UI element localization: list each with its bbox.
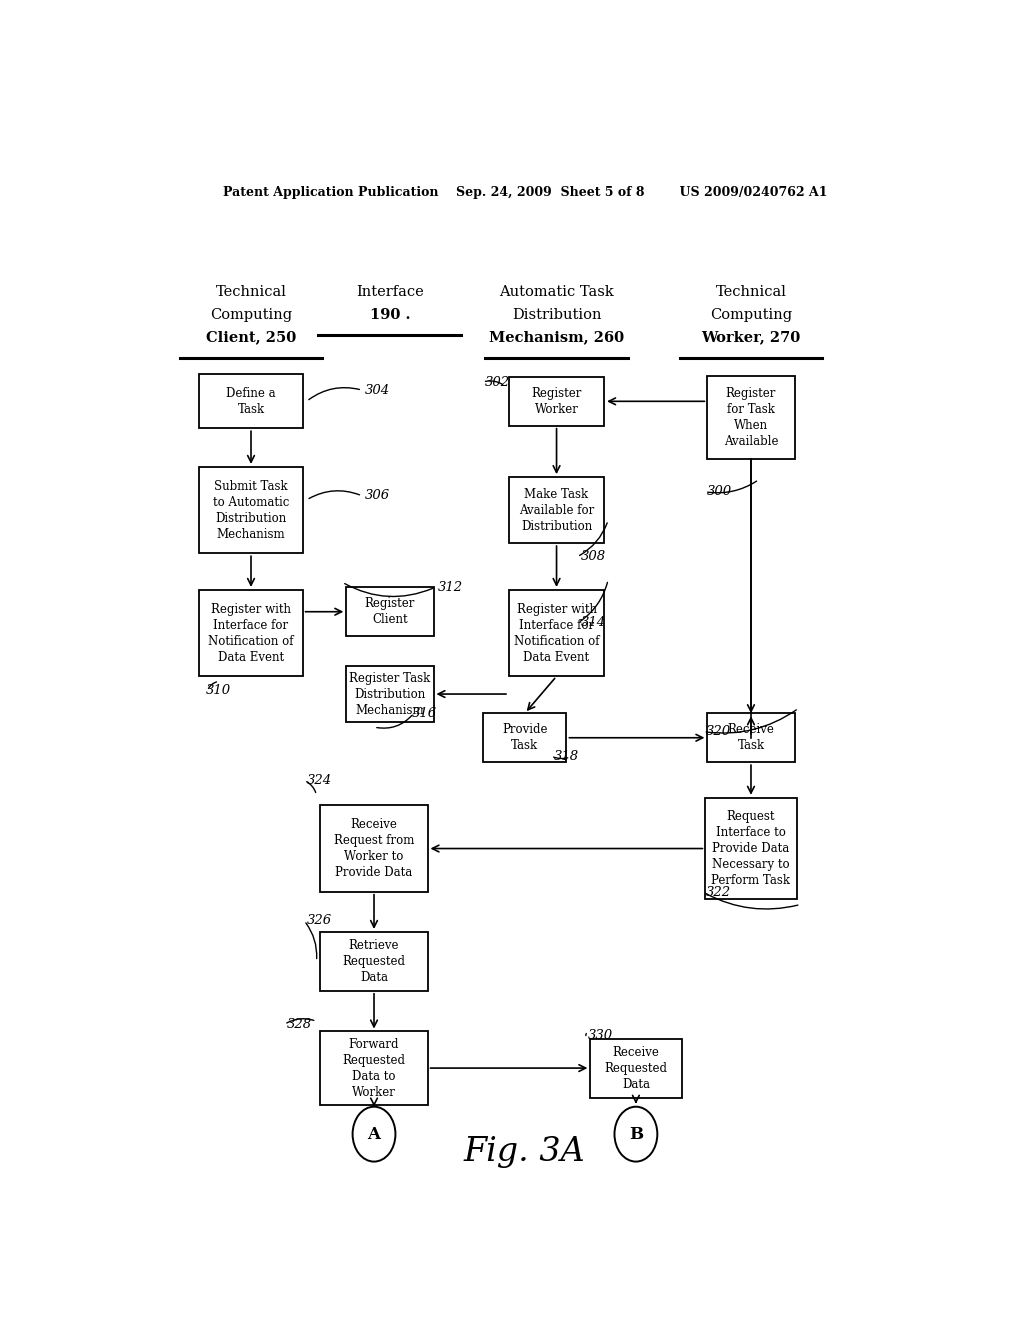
Text: Register Task
Distribution
Mechanism: Register Task Distribution Mechanism: [349, 672, 430, 717]
FancyBboxPatch shape: [483, 713, 566, 762]
Text: Computing: Computing: [210, 308, 292, 322]
Text: Register with
Interface for
Notification of
Data Event: Register with Interface for Notification…: [208, 602, 294, 664]
Text: B: B: [629, 1126, 643, 1143]
Text: Distribution: Distribution: [512, 308, 601, 322]
Text: Technical: Technical: [216, 285, 287, 300]
Text: Request
Interface to
Provide Data
Necessary to
Perform Task: Request Interface to Provide Data Necess…: [712, 810, 791, 887]
Text: 320: 320: [706, 725, 731, 738]
Text: 324: 324: [306, 774, 332, 787]
FancyBboxPatch shape: [509, 477, 604, 543]
Text: Register
for Task
When
Available: Register for Task When Available: [724, 387, 778, 447]
Text: Define a
Task: Define a Task: [226, 387, 275, 416]
FancyBboxPatch shape: [321, 805, 428, 892]
FancyBboxPatch shape: [706, 797, 797, 899]
Text: 328: 328: [287, 1018, 312, 1031]
Text: 302: 302: [485, 375, 510, 388]
FancyBboxPatch shape: [200, 467, 303, 553]
Text: 300: 300: [708, 486, 732, 498]
FancyBboxPatch shape: [509, 590, 604, 676]
Text: Automatic Task: Automatic Task: [499, 285, 614, 300]
Text: 308: 308: [581, 550, 605, 564]
FancyBboxPatch shape: [346, 587, 433, 636]
Text: Worker, 270: Worker, 270: [701, 330, 801, 345]
FancyBboxPatch shape: [708, 713, 795, 762]
FancyBboxPatch shape: [321, 932, 428, 991]
Text: Mechanism, 260: Mechanism, 260: [489, 330, 624, 345]
FancyBboxPatch shape: [200, 590, 303, 676]
Text: Register
Client: Register Client: [365, 597, 415, 626]
Text: 306: 306: [365, 490, 389, 503]
Text: Client, 250: Client, 250: [206, 330, 296, 345]
Text: Receive
Task: Receive Task: [727, 723, 774, 752]
Text: Fig. 3A: Fig. 3A: [464, 1137, 586, 1168]
Text: Register with
Interface for
Notification of
Data Event: Register with Interface for Notification…: [514, 602, 599, 664]
Text: Retrieve
Requested
Data: Retrieve Requested Data: [342, 939, 406, 983]
Text: Patent Application Publication    Sep. 24, 2009  Sheet 5 of 8        US 2009/024: Patent Application Publication Sep. 24, …: [222, 186, 827, 199]
Text: Forward
Requested
Data to
Worker: Forward Requested Data to Worker: [342, 1038, 406, 1098]
Text: 326: 326: [306, 915, 332, 927]
Text: 322: 322: [706, 886, 731, 899]
Text: Make Task
Available for
Distribution: Make Task Available for Distribution: [519, 487, 594, 532]
Text: A: A: [368, 1126, 381, 1143]
Text: Provide
Task: Provide Task: [502, 723, 548, 752]
Text: 316: 316: [412, 706, 437, 719]
Text: 314: 314: [581, 616, 605, 630]
Circle shape: [352, 1106, 395, 1162]
Text: Computing: Computing: [710, 308, 792, 322]
FancyBboxPatch shape: [590, 1039, 682, 1097]
Text: Technical: Technical: [716, 285, 786, 300]
FancyBboxPatch shape: [708, 376, 795, 459]
Circle shape: [614, 1106, 657, 1162]
Text: Receive
Request from
Worker to
Provide Data: Receive Request from Worker to Provide D…: [334, 818, 414, 879]
Text: 190 .: 190 .: [370, 308, 411, 322]
FancyBboxPatch shape: [346, 667, 433, 722]
FancyBboxPatch shape: [200, 375, 303, 428]
Text: 330: 330: [588, 1030, 613, 1041]
FancyBboxPatch shape: [321, 1031, 428, 1105]
Text: Receive
Requested
Data: Receive Requested Data: [604, 1045, 668, 1090]
Text: 304: 304: [365, 384, 389, 396]
Text: Submit Task
to Automatic
Distribution
Mechanism: Submit Task to Automatic Distribution Me…: [213, 479, 289, 541]
Text: 312: 312: [437, 581, 463, 594]
Text: Register
Worker: Register Worker: [531, 387, 582, 416]
Text: 318: 318: [553, 750, 579, 763]
Text: Interface: Interface: [356, 285, 424, 300]
Text: 310: 310: [206, 685, 230, 697]
FancyBboxPatch shape: [509, 378, 604, 426]
